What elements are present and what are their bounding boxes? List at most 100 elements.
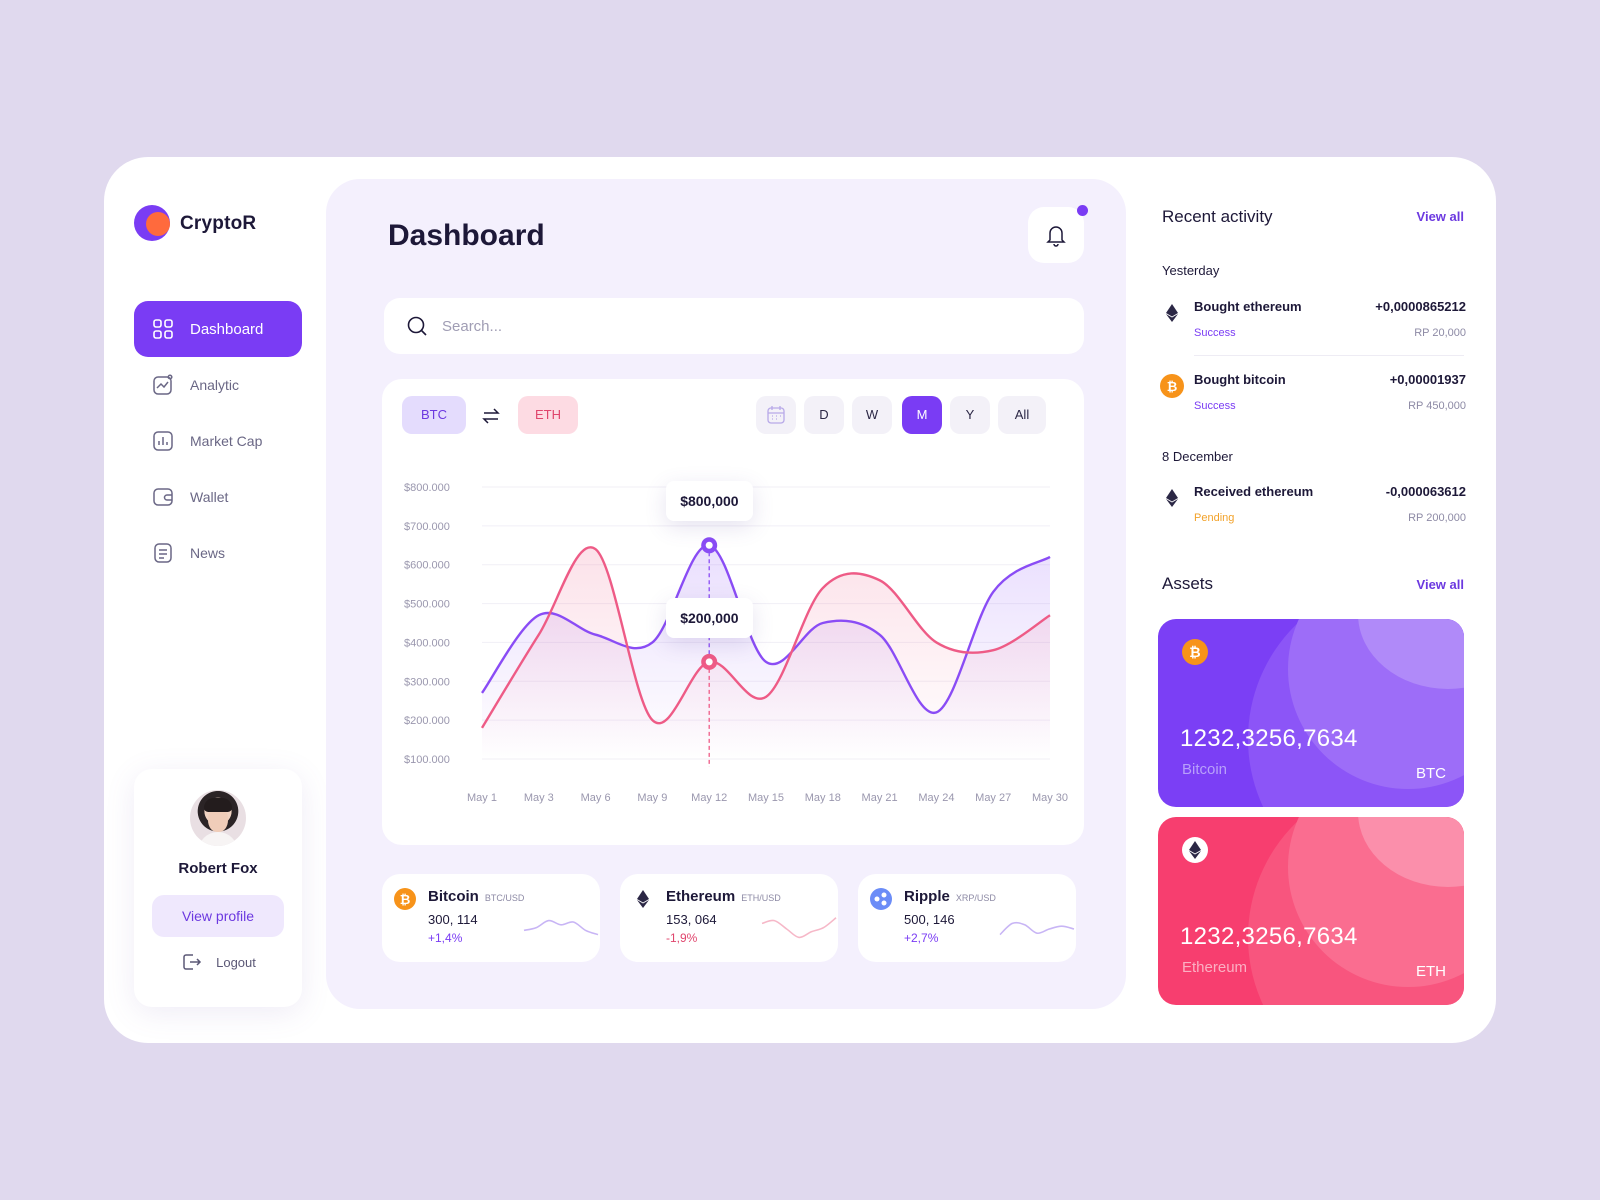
- sidebar-item-wallet[interactable]: Wallet: [134, 469, 302, 525]
- recent-activity-title: Recent activity: [1162, 207, 1273, 226]
- bitcoin-icon: ₿: [1160, 374, 1184, 398]
- search-icon: [407, 316, 427, 336]
- data-point-marker-center: [705, 658, 713, 666]
- activity-item[interactable]: Received ethereum Pending -0,000063612 R…: [1160, 482, 1466, 540]
- grid-icon: [153, 319, 173, 339]
- ethereum-icon: [1160, 301, 1184, 325]
- sidebar-item-dashboard[interactable]: Dashboard: [134, 301, 302, 357]
- assets-view-all-link[interactable]: View all: [1416, 577, 1464, 592]
- price-line-chart: $800.000 $700.000 $600.000 $500.000 $400.000…: [404, 482, 1068, 804]
- ripple-icon: [870, 888, 892, 910]
- logout-label: Logout: [216, 954, 256, 970]
- activity-rp: RP 450,000: [1408, 400, 1466, 412]
- activity-title: Received ethereum: [1194, 484, 1314, 499]
- bell-icon: [1046, 226, 1066, 247]
- ticker-card-ethereum[interactable]: Ethereum ETH/USD 153, 064 -1,9%: [620, 874, 838, 962]
- activity-item[interactable]: ₿ Bought bitcoin Success +0,00001937 RP …: [1160, 370, 1466, 428]
- range-all-button[interactable]: All: [998, 396, 1046, 434]
- ticker-price: 300, 114: [428, 912, 478, 927]
- series-area: [482, 547, 1050, 759]
- x-tick-label: May 18: [805, 792, 841, 804]
- asset-symbol: BTC: [1416, 765, 1446, 782]
- y-tick-label: $800.000: [404, 482, 450, 494]
- x-tick-label: May 30: [1032, 792, 1068, 804]
- logout-icon: [183, 954, 202, 970]
- notification-dot: [1077, 205, 1088, 216]
- avatar[interactable]: [190, 790, 246, 846]
- pair-right-button[interactable]: ETH: [518, 396, 578, 434]
- swap-icon[interactable]: [480, 405, 502, 427]
- logout-button[interactable]: Logout: [134, 951, 302, 973]
- ticker-pair: ETH/USD: [741, 893, 781, 903]
- x-tick-label: May 12: [691, 792, 727, 804]
- pair-left-button[interactable]: BTC: [402, 396, 466, 434]
- activity-value: -0,000063612: [1385, 484, 1466, 499]
- y-tick-label: $300.000: [404, 676, 450, 688]
- sparkline: [523, 919, 599, 936]
- logo-icon: [134, 205, 172, 243]
- sidebar-item-news[interactable]: News: [134, 525, 302, 581]
- calendar-button[interactable]: [756, 396, 796, 434]
- y-tick-label: $700.000: [404, 521, 450, 533]
- x-tick-label: May 1: [467, 792, 497, 804]
- calendar-icon: [767, 406, 785, 424]
- sparkline: [999, 921, 1075, 936]
- page-title: Dashboard: [388, 219, 545, 252]
- activity-title: Bought bitcoin: [1194, 372, 1286, 387]
- search-input[interactable]: [442, 317, 1042, 335]
- activity-rp: RP 200,000: [1408, 512, 1466, 524]
- chart-tooltip: $200,000: [666, 597, 753, 638]
- sidebar-item-market-cap[interactable]: Market Cap: [134, 413, 302, 469]
- ticker-change: +1,4%: [428, 931, 463, 945]
- range-m-button[interactable]: M: [902, 396, 942, 434]
- brand-name: CryptoR: [180, 213, 257, 234]
- range-d-button[interactable]: D: [804, 396, 844, 434]
- notification-button[interactable]: [1028, 207, 1084, 263]
- ticker-name: Ethereum ETH/USD: [666, 888, 781, 905]
- range-y-button[interactable]: Y: [950, 396, 990, 434]
- data-point-marker-center: [705, 541, 713, 549]
- sidebar-item-label: News: [190, 545, 226, 561]
- profile-name: Robert Fox: [178, 860, 258, 877]
- right-panel: Recent activity View all Yesterday Bough…: [1158, 157, 1488, 1043]
- ethereum-icon: [632, 888, 654, 910]
- search-bar[interactable]: [384, 298, 1084, 354]
- brand-logo[interactable]: CryptoR: [134, 205, 256, 243]
- x-tick-label: May 27: [975, 792, 1011, 804]
- activity-view-all-link[interactable]: View all: [1416, 209, 1464, 224]
- x-tick-label: May 15: [748, 792, 784, 804]
- sidebar-nav: Dashboard Analytic Market Cap Wallet New…: [134, 301, 302, 581]
- asset-amount: 1232,3256,7634: [1180, 923, 1358, 950]
- asset-name: Bitcoin: [1182, 761, 1228, 778]
- activity-item[interactable]: Bought ethereum Success +0,0000865212 RP…: [1160, 297, 1466, 355]
- bitcoin-icon: ₿: [394, 888, 416, 910]
- activity-title: Bought ethereum: [1194, 299, 1302, 314]
- ethereum-icon: [1160, 486, 1184, 510]
- ticker-pair: BTC/USD: [484, 893, 525, 903]
- bitcoin-icon: ₿: [1182, 639, 1208, 665]
- series-line: [480, 546, 1051, 729]
- ticker-row: ₿ Bitcoin BTC/USD 300, 114 +1,4% Ethereum…: [382, 874, 1084, 964]
- x-tick-label: May 21: [862, 792, 898, 804]
- sidebar-item-label: Market Cap: [190, 433, 263, 449]
- range-w-button[interactable]: W: [852, 396, 892, 434]
- ticker-change: -1,9%: [666, 931, 698, 945]
- ticker-card-ripple[interactable]: Ripple XRP/USD 500, 146 +2,7%: [858, 874, 1076, 962]
- activity-status: Success: [1194, 327, 1236, 339]
- asset-card-ethereum[interactable]: 1232,3256,7634 Ethereum ETH: [1158, 817, 1464, 1005]
- ticker-pair: XRP/USD: [955, 893, 996, 903]
- ticker-card-bitcoin[interactable]: ₿ Bitcoin BTC/USD 300, 114 +1,4%: [382, 874, 600, 962]
- ticker-price: 500, 146: [904, 912, 955, 927]
- ethereum-icon: [1182, 837, 1208, 863]
- asset-symbol: ETH: [1416, 963, 1446, 980]
- activity-status: Success: [1194, 400, 1236, 412]
- sidebar-item-label: Wallet: [190, 489, 229, 505]
- sidebar-item-analytic[interactable]: Analytic: [134, 357, 302, 413]
- view-profile-button[interactable]: View profile: [152, 895, 284, 937]
- asset-amount: 1232,3256,7634: [1180, 725, 1358, 752]
- wallet-icon: [153, 488, 173, 506]
- asset-card-bitcoin[interactable]: ₿ 1232,3256,7634 Bitcoin BTC: [1158, 619, 1464, 807]
- sparkline: [761, 917, 837, 939]
- divider: [1194, 355, 1464, 356]
- price-chart-card: BTC ETH D W M Y All $800.000 $700.000 $600…: [382, 379, 1084, 845]
